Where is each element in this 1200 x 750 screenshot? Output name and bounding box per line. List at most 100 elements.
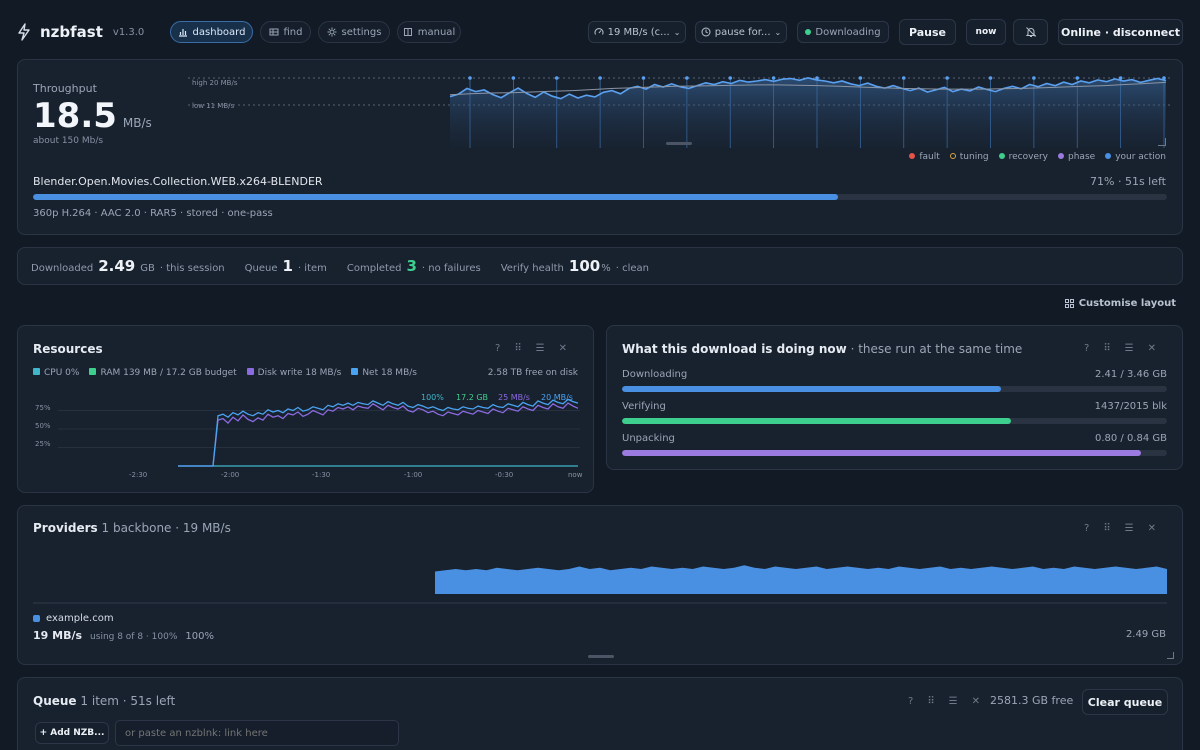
drag-handle-icon[interactable]: ⠿ xyxy=(514,343,522,354)
activity-verifying-bar xyxy=(622,418,1167,424)
tuning-ring-icon xyxy=(949,153,956,159)
chevron-down-icon: ⌄ xyxy=(774,27,782,37)
activity-downloading-bar xyxy=(622,386,1167,392)
activity-downloading-value: 2.41 / 3.46 GB xyxy=(1094,369,1167,380)
action-marker-dot xyxy=(685,76,689,80)
provider-area xyxy=(435,565,1167,594)
now-button[interactable]: now xyxy=(966,19,1006,45)
tab-dashboard[interactable]: dashboard xyxy=(170,21,253,43)
activity-verifying-value: 1437/2015 blk xyxy=(1094,401,1167,412)
provider-stats-row: 19 MB/s using 8 of 8 · 100% 100% xyxy=(33,629,214,642)
queue-card: Queue 1 item · 51s left ? ⠿ ☰ ✕ 2581.3 G… xyxy=(17,677,1183,750)
resize-handle-icon[interactable] xyxy=(1167,652,1174,659)
action-marker-dot xyxy=(1162,76,1166,80)
fault-dot-icon xyxy=(909,153,916,159)
throughput-about: about 150 Mb/s xyxy=(33,136,104,146)
add-nzb-button[interactable]: + Add NZB... xyxy=(35,722,109,744)
drag-handle-icon[interactable]: ⠿ xyxy=(1103,343,1111,354)
providers-header: Providers 1 backbone · 19 MB/s xyxy=(33,521,231,535)
speed-limit-select[interactable]: 19 MB/s (c... ⌄ xyxy=(588,21,686,43)
customise-layout-label: Customise layout xyxy=(1078,298,1176,309)
action-marker-dot xyxy=(771,76,776,80)
action-marker-dot xyxy=(641,76,646,80)
action-marker-dot xyxy=(554,76,559,80)
tab-find-label: find xyxy=(283,26,303,38)
y-tick-50: 50% xyxy=(35,422,51,430)
online-disconnect-button[interactable]: Online · disconnect xyxy=(1058,19,1183,45)
help-icon[interactable]: ? xyxy=(1084,523,1090,534)
legend-cpu: CPU 0% xyxy=(33,368,79,378)
provider-using: using 8 of 8 · 100% xyxy=(90,632,178,642)
menu-icon[interactable]: ☰ xyxy=(1124,343,1134,354)
download-name: Blender.Open.Movies.Collection.WEB.x264-… xyxy=(33,175,323,188)
nzblnk-input[interactable] xyxy=(115,720,399,746)
menu-icon[interactable]: ☰ xyxy=(1124,523,1134,534)
app-version: v1.3.0 xyxy=(112,26,145,38)
drag-handle-icon[interactable]: ⠿ xyxy=(927,696,935,707)
download-meta: 360p H.264 · AAC 2.0 · RAR5 · stored · o… xyxy=(33,208,273,219)
x-tick-1-30: -1:30 xyxy=(312,471,330,479)
close-icon[interactable]: ✕ xyxy=(1147,523,1156,534)
x-tick-1-00: -1:00 xyxy=(404,471,422,479)
action-marker-dot xyxy=(945,76,949,80)
throughput-average-line xyxy=(449,81,1167,96)
help-icon[interactable]: ? xyxy=(495,343,501,354)
book-icon xyxy=(403,28,412,36)
activity-header: What this download is doing now · these … xyxy=(622,342,1022,356)
drag-handle-icon[interactable]: ⠿ xyxy=(1103,523,1111,534)
legend-recovery: recovery xyxy=(998,152,1048,162)
annotation-net: 20 MB/s xyxy=(541,393,573,402)
help-icon[interactable]: ? xyxy=(908,696,914,707)
provider-total: 2.49 GB xyxy=(1125,629,1166,640)
providers-subtitle: 1 backbone · 19 MB/s xyxy=(101,521,231,535)
x-tick-2-00: -2:00 xyxy=(221,471,239,479)
menu-icon[interactable]: ☰ xyxy=(948,696,958,707)
pause-for-value: pause for... xyxy=(714,26,771,38)
action-marker-dot xyxy=(1118,76,1123,80)
y-tick-75: 75% xyxy=(35,404,51,412)
close-icon[interactable]: ✕ xyxy=(558,343,567,354)
legend-net: Net 18 MB/s xyxy=(351,368,417,378)
pause-for-select[interactable]: pause for... ⌄ xyxy=(695,21,787,43)
chevron-down-icon: ⌄ xyxy=(673,27,681,37)
low-line-label: low 11 MB/s xyxy=(192,102,235,110)
close-icon[interactable]: ✕ xyxy=(971,696,980,707)
app-name: nzbfast xyxy=(40,23,103,41)
clear-queue-button[interactable]: Clear queue xyxy=(1082,689,1168,715)
chart-scroll-handle[interactable] xyxy=(666,142,692,145)
legend-disk: Disk write 18 MB/s xyxy=(246,368,341,378)
resources-legend: CPU 0% RAM 139 MB / 17.2 GB budget Disk … xyxy=(33,368,417,378)
mute-button[interactable] xyxy=(1013,19,1048,45)
close-icon[interactable]: ✕ xyxy=(1147,343,1156,354)
menu-icon[interactable]: ☰ xyxy=(535,343,545,354)
resize-handle-icon[interactable] xyxy=(1158,138,1166,146)
throughput-label: Throughput xyxy=(33,82,97,95)
throughput-value: 18.5 xyxy=(33,96,117,136)
throughput-unit: MB/s xyxy=(122,116,152,130)
provider-name-row: example.com xyxy=(33,613,114,624)
tab-manual[interactable]: manual xyxy=(397,21,461,43)
status-badge: Downloading xyxy=(797,21,889,43)
legend-your-action: your action xyxy=(1105,152,1166,162)
queue-free-space: 2581.3 GB free xyxy=(990,694,1074,707)
disk-line xyxy=(178,402,579,467)
annotation-disk: 25 MB/s xyxy=(498,393,530,402)
clock-icon xyxy=(701,27,711,37)
customise-layout-button[interactable]: Customise layout xyxy=(1064,298,1176,309)
download-progress-text: 71% · 51s left xyxy=(1090,175,1166,188)
action-marker-dot xyxy=(728,76,733,80)
stats-strip: Downloaded 2.49 GB · this session Queue 1 · i… xyxy=(17,247,1183,285)
tab-settings[interactable]: settings xyxy=(318,21,390,43)
action-dot-icon xyxy=(1105,153,1112,159)
speed-limit-value: 19 MB/s (c... xyxy=(607,26,670,38)
throughput-chart: high 20 MB/s low 11 MB/s xyxy=(188,76,1170,148)
online-disconnect-label: Online · disconnect xyxy=(1060,25,1181,39)
providers-title: Providers xyxy=(33,521,98,535)
x-tick-2-30: -2:30 xyxy=(129,471,147,479)
legend-tuning: tuning xyxy=(949,152,989,162)
providers-scroll-handle[interactable] xyxy=(588,655,614,658)
tab-find[interactable]: find xyxy=(260,21,311,43)
now-button-label: now xyxy=(975,27,997,37)
pause-button[interactable]: Pause xyxy=(899,19,956,45)
help-icon[interactable]: ? xyxy=(1084,343,1090,354)
